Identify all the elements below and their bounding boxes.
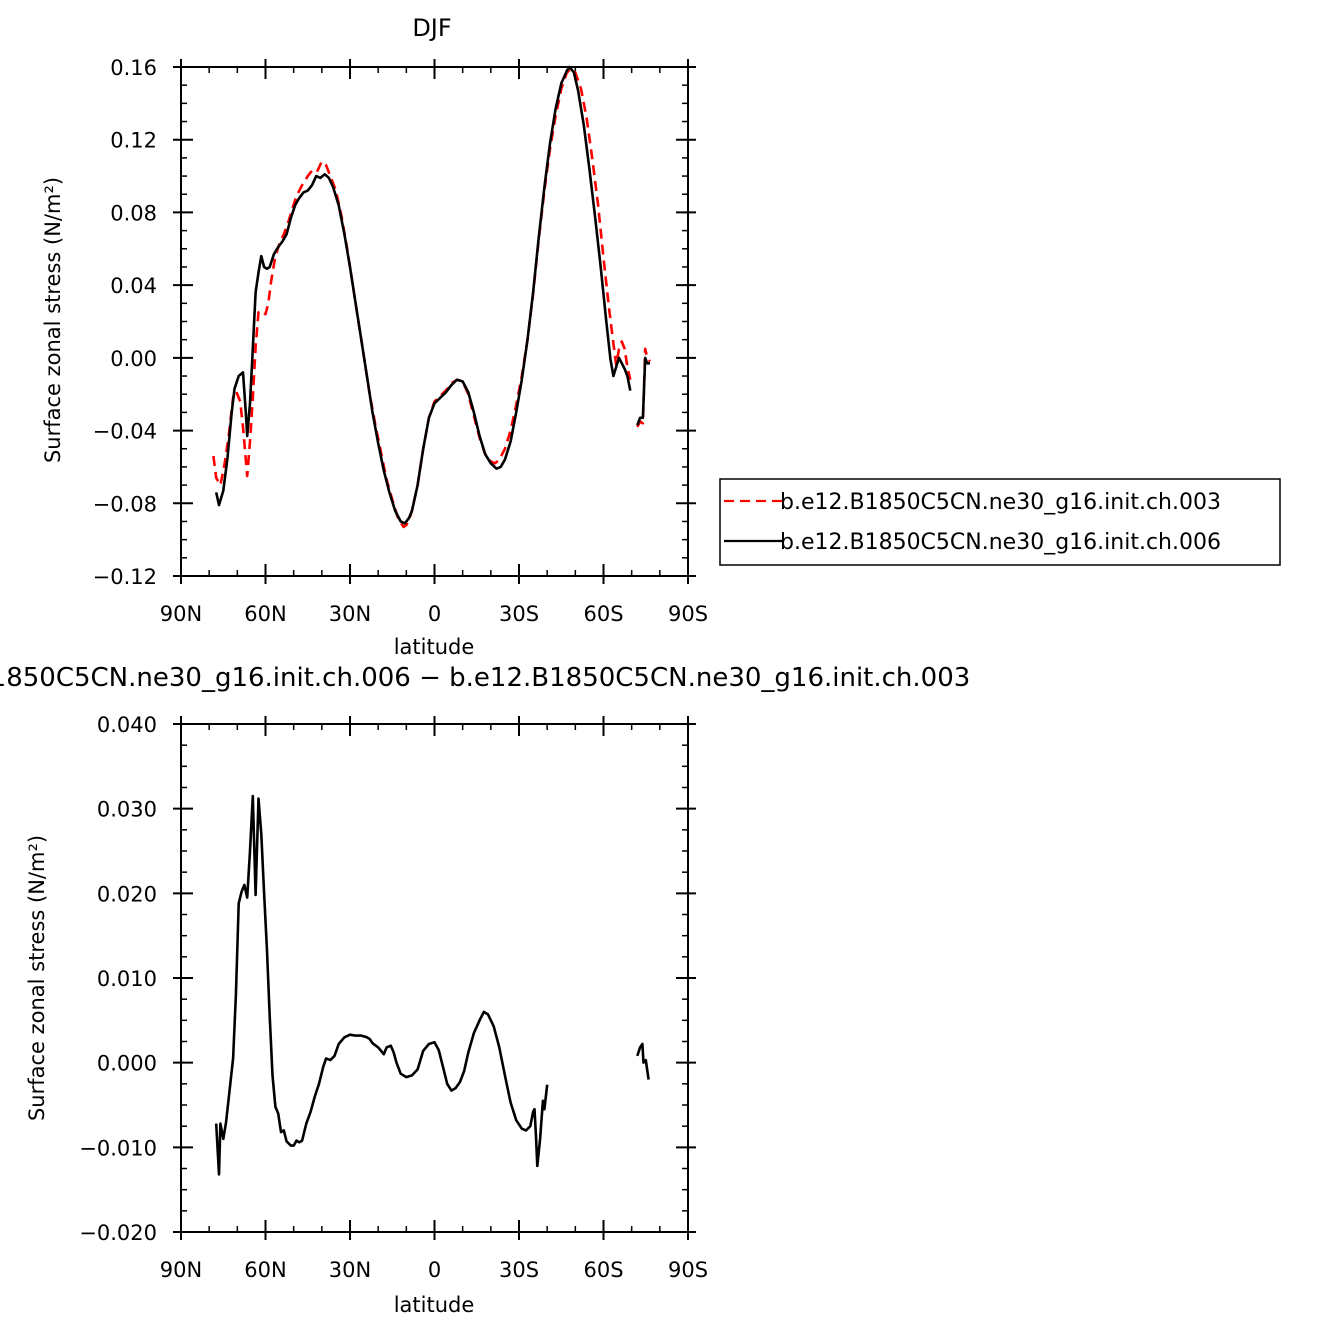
y-axis-label-top: Surface zonal stress (N/m²): [41, 177, 65, 463]
top-x-tick-label: 30N: [329, 602, 371, 626]
top-x-tick-label: 90S: [668, 602, 708, 626]
bottom-x-tick-label: 60S: [583, 1258, 623, 1282]
bottom-x-tick-label: 0: [428, 1258, 441, 1282]
bottom-y-tick-label: 0.000: [97, 1052, 157, 1076]
plot-area-bottom: 90N 60N 30N 0 30S 60S 90S −0.020 −0.010 0.000 0.01…: [79, 713, 708, 1282]
bottom-y-tick-label: 0.030: [97, 798, 157, 822]
bottom-y-tick-label: −0.010: [79, 1136, 157, 1160]
bottom-x-tick-label: 30N: [329, 1258, 371, 1282]
legend: b.e12.B1850C5CN.ne30_g16.init.ch.003 b.e…: [719, 478, 1281, 566]
x-axis-label-top: latitude: [394, 635, 475, 659]
bottom-series-0-line: [214, 794, 549, 1176]
bottom-x-tick-label: 90N: [160, 1258, 202, 1282]
top-x-tick-label: 30S: [499, 602, 539, 626]
x-axis-label-bottom: latitude: [394, 1293, 475, 1317]
top-y-tick-label: −0.04: [93, 420, 157, 444]
bottom-x-tick-label: 90S: [668, 1258, 708, 1282]
bottom-y-tick-label: 0.020: [97, 882, 157, 906]
top-x-tick-label: 60S: [583, 602, 623, 626]
top-x-tick-label: 60N: [244, 602, 286, 626]
top-y-tick-label: 0.12: [110, 129, 157, 153]
top-x-tick-label: 90N: [160, 602, 202, 626]
top-x-tick-label: 0: [428, 602, 441, 626]
legend-label-006: b.e12.B1850C5CN.ne30_g16.init.ch.006: [780, 530, 1221, 555]
panel-top: DJF 90N 60N 30N 0 30S 60S 90S −0.12 −0.08 −0.04 0.…: [41, 14, 708, 659]
plot-area-top: 90N 60N 30N 0 30S 60S 90S −0.12 −0.08 −0.04 0.00 0.…: [93, 56, 708, 626]
panel-bottom: b.e12.B1850C5CN.ne30_g16.init.ch.006 − b…: [0, 663, 970, 1317]
chart-title-bottom: b.e12.B1850C5CN.ne30_g16.init.ch.006 − b…: [0, 663, 970, 693]
bottom-series-0-line: [636, 1042, 650, 1080]
top-y-tick-label: −0.08: [93, 492, 157, 516]
top-y-tick-label: 0.04: [110, 274, 157, 298]
y-axis-label-bottom: Surface zonal stress (N/m²): [25, 835, 49, 1121]
bottom-y-tick-label: 0.040: [97, 713, 157, 737]
bottom-y-tick-label: −0.020: [79, 1221, 157, 1245]
top-y-tick-label: −0.12: [93, 565, 157, 589]
top-series-1-line: [214, 65, 632, 525]
bottom-x-tick-label: 60N: [244, 1258, 286, 1282]
top-y-tick-label: 0.00: [110, 347, 157, 371]
bottom-x-tick-label: 30S: [499, 1258, 539, 1282]
top-series-1-line: [636, 356, 650, 426]
bottom-frame: [180, 723, 689, 1233]
top-y-tick-label: 0.16: [110, 56, 157, 80]
bottom-y-tick-label: 0.010: [97, 967, 157, 991]
legend-label-003: b.e12.B1850C5CN.ne30_g16.init.ch.003: [780, 490, 1221, 515]
legend-box: [719, 478, 1281, 566]
chart-title-top: DJF: [412, 14, 451, 42]
top-y-tick-label: 0.08: [110, 201, 157, 225]
top-frame: [180, 66, 689, 577]
